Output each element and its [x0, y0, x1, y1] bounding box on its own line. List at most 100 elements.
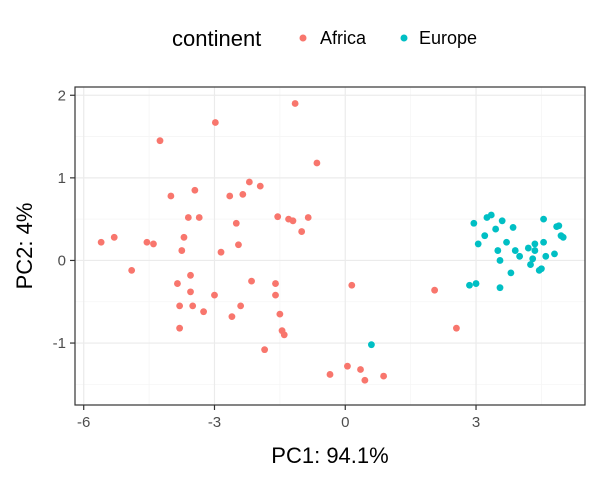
data-point-africa	[176, 302, 184, 310]
data-point-europe	[368, 341, 375, 349]
data-point-africa	[272, 280, 279, 287]
data-point-africa	[150, 240, 157, 248]
grid	[75, 87, 585, 405]
x-tick-label: -3	[208, 414, 221, 431]
series-europe	[368, 211, 567, 349]
data-point-africa	[211, 291, 218, 299]
data-point-europe	[472, 280, 480, 287]
data-point-africa	[280, 331, 288, 339]
data-point-europe	[496, 284, 504, 292]
data-point-europe	[498, 217, 506, 225]
data-point-africa	[357, 366, 364, 373]
y-tick-label: 1	[58, 170, 66, 187]
series-africa	[97, 100, 460, 384]
x-tick-label: -6	[77, 414, 90, 431]
data-point-europe	[542, 252, 550, 260]
data-point-africa	[380, 372, 388, 380]
data-point-africa	[261, 346, 269, 354]
data-point-africa	[453, 324, 460, 332]
data-point-europe	[531, 247, 539, 254]
data-point-africa	[191, 186, 199, 194]
y-tick-label: 0	[58, 252, 66, 269]
data-point-europe	[524, 244, 532, 252]
data-point-africa	[298, 228, 306, 235]
x-tick-label: 3	[472, 414, 480, 431]
data-point-africa	[344, 362, 351, 370]
data-point-africa	[174, 280, 181, 287]
data-point-europe	[474, 240, 482, 248]
data-point-africa	[195, 214, 203, 221]
data-point-africa	[217, 248, 225, 256]
axes: -6 -3 0 3 -1 0 1 2 PC1: 94.1% PC2: 4%	[12, 87, 480, 468]
data-point-africa	[289, 217, 297, 225]
data-point-africa	[276, 310, 284, 318]
y-tick-label: -1	[53, 335, 66, 352]
data-point-europe	[540, 238, 547, 246]
data-point-europe	[503, 238, 510, 246]
y-axis-title: PC2: 4%	[12, 203, 37, 290]
data-point-europe	[516, 252, 524, 260]
data-point-africa	[361, 376, 369, 384]
data-point-africa	[128, 266, 136, 274]
data-point-europe	[538, 265, 545, 273]
x-axis-title: PC1: 94.1%	[271, 443, 388, 468]
data-point-africa	[431, 286, 439, 294]
legend-key-europe	[400, 34, 408, 42]
legend-label-europe: Europe	[419, 28, 477, 48]
data-point-africa	[187, 271, 194, 279]
data-point-europe	[555, 222, 563, 230]
legend-key-africa	[299, 34, 307, 42]
data-point-africa	[313, 159, 321, 167]
data-point-europe	[507, 269, 515, 277]
legend: continent Africa Europe	[172, 26, 477, 51]
data-point-africa	[239, 190, 247, 198]
data-point-africa	[211, 119, 219, 126]
data-point-africa	[248, 277, 255, 285]
data-point-europe	[487, 211, 495, 219]
data-point-africa	[228, 313, 236, 321]
plot-area	[74, 86, 586, 406]
x-tick-label: 0	[341, 414, 349, 431]
data-point-europe	[511, 247, 519, 254]
data-point-africa	[110, 233, 118, 241]
x-axis: -6 -3 0 3	[77, 405, 480, 431]
data-point-europe	[494, 247, 502, 254]
data-point-africa	[176, 324, 184, 332]
data-point-europe	[509, 224, 517, 231]
data-point-africa	[167, 192, 175, 200]
plot-border	[74, 86, 586, 406]
data-point-africa	[184, 214, 192, 221]
data-point-africa	[256, 182, 264, 190]
data-point-africa	[226, 192, 234, 200]
y-tick-label: 2	[58, 87, 66, 104]
data-point-europe	[470, 219, 478, 227]
data-point-africa	[245, 178, 253, 186]
data-point-africa	[304, 214, 312, 221]
y-axis: -1 0 1 2	[53, 87, 75, 352]
data-point-europe	[492, 225, 500, 233]
data-point-africa	[97, 238, 105, 246]
data-point-africa	[189, 302, 197, 310]
legend-label-africa: Africa	[320, 28, 367, 48]
data-point-africa	[187, 288, 194, 296]
data-point-europe	[551, 250, 558, 258]
data-points	[97, 100, 567, 384]
data-point-africa	[326, 371, 334, 378]
data-point-europe	[481, 232, 489, 240]
legend-item-africa: Africa	[299, 28, 367, 48]
data-point-europe	[529, 255, 537, 263]
data-point-africa	[291, 100, 299, 107]
data-point-africa	[237, 302, 245, 310]
data-point-europe	[540, 215, 547, 223]
data-point-europe	[496, 257, 504, 264]
data-point-europe	[559, 233, 567, 241]
data-point-africa	[232, 219, 240, 227]
legend-item-europe: Europe	[400, 28, 477, 48]
data-point-africa	[235, 241, 242, 249]
data-point-africa	[348, 281, 356, 289]
data-point-africa	[143, 238, 151, 246]
data-point-africa	[156, 137, 164, 145]
legend-items: Africa Europe	[299, 28, 477, 48]
